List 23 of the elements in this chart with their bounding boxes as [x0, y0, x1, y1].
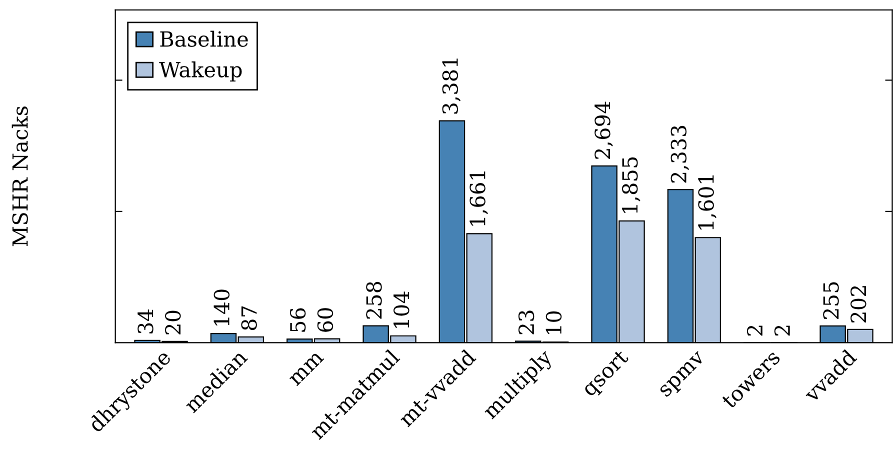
data-label: 140	[214, 290, 230, 326]
data-label: 104	[394, 292, 410, 328]
legend-label: Wakeup	[159, 61, 242, 82]
data-label: 202	[850, 286, 866, 322]
data-label: 3,381	[442, 58, 461, 114]
data-label: 2,333	[670, 126, 690, 183]
data-label: 34	[138, 309, 154, 334]
data-label: 1,601	[698, 175, 716, 230]
data-label: 10	[546, 311, 562, 334]
data-label: 2	[746, 326, 762, 336]
data-label: 2	[774, 326, 790, 336]
data-label: 87	[241, 306, 257, 330]
legend-label: Baseline	[160, 30, 248, 47]
data-label: 20	[165, 310, 181, 334]
data-label: 255	[823, 282, 839, 319]
y-axis-title: MSHR Nacks	[12, 106, 28, 246]
data-label: 1,855	[622, 157, 640, 213]
data-label: 2,694	[594, 102, 613, 159]
data-label: 1,661	[470, 171, 488, 226]
data-label: 56	[290, 308, 306, 332]
data-label: 23	[518, 310, 534, 334]
data-label: 60	[317, 308, 334, 332]
data-label: 258	[366, 282, 382, 319]
